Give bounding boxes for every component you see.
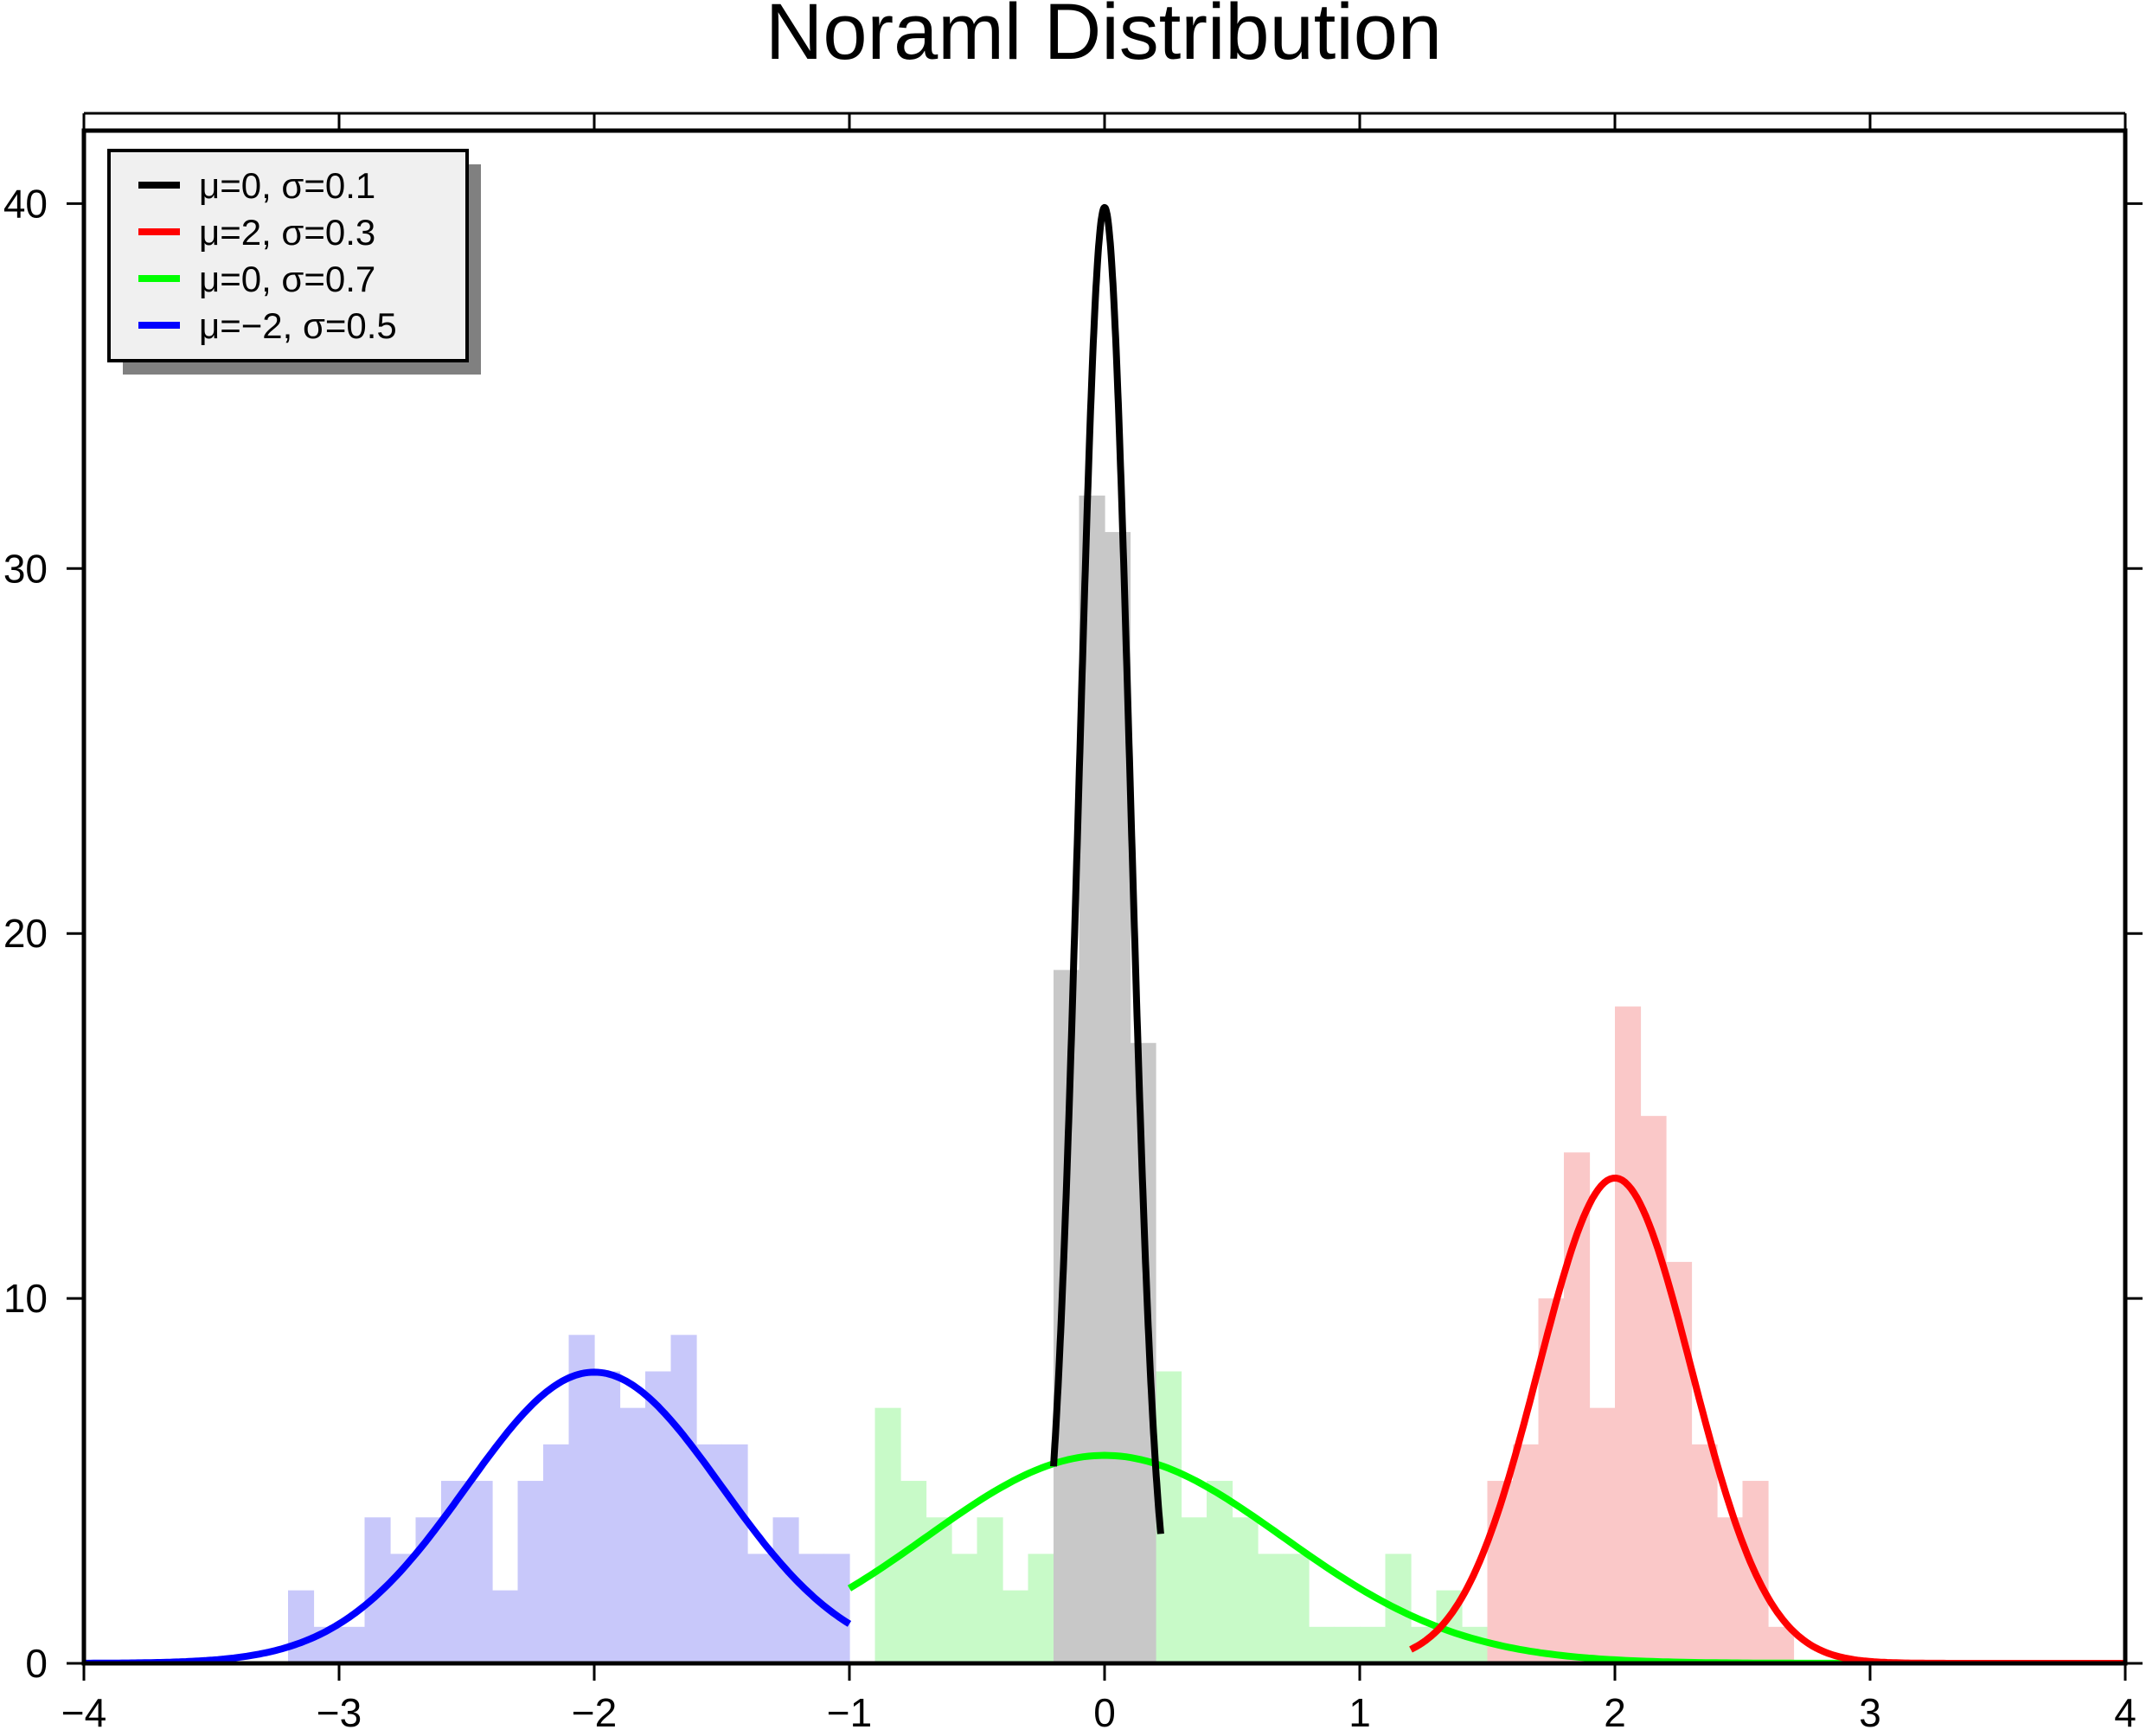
histogram-bar <box>977 1517 1003 1663</box>
histogram-bar <box>1258 1553 1284 1663</box>
histogram-bar <box>1691 1444 1718 1663</box>
pdf-curve <box>84 1368 852 1663</box>
histogram-bar <box>1589 1407 1616 1663</box>
y-tick-label: 0 <box>25 1641 48 1686</box>
histogram-bar <box>874 1407 901 1663</box>
legend-label: μ=0, σ=0.1 <box>199 165 375 206</box>
x-tick-label: 1 <box>1348 1690 1371 1732</box>
histogram-bar <box>951 1553 978 1663</box>
histogram-bar <box>1054 970 1080 1663</box>
histogram-bar <box>772 1517 799 1663</box>
x-tick-label: 0 <box>1093 1690 1116 1732</box>
histogram-bar <box>1207 1481 1233 1663</box>
y-tick-label: 30 <box>3 546 48 591</box>
histogram-bar <box>466 1481 493 1663</box>
histogram-bar <box>1513 1444 1540 1663</box>
pdf-curve <box>847 1451 2125 1663</box>
x-tick-label: 4 <box>2114 1690 2136 1732</box>
histogram-bar <box>1283 1553 1310 1663</box>
histogram-bar <box>568 1335 595 1663</box>
histogram-bar <box>926 1517 952 1663</box>
histogram-bar <box>747 1553 774 1663</box>
histogram-bar <box>1334 1626 1361 1663</box>
x-tick-label: 2 <box>1604 1690 1626 1732</box>
histogram-bar <box>492 1590 519 1663</box>
histogram-bar <box>517 1481 544 1663</box>
chart-title: Noraml Distribution <box>766 0 1442 76</box>
histogram-bar <box>900 1481 927 1663</box>
histogram-bar <box>1768 1626 1795 1663</box>
histogram-bar <box>721 1444 748 1663</box>
pdf-curve <box>1050 203 1164 1534</box>
pdf-curve-layer <box>84 203 2125 1663</box>
histogram-bar <box>1615 1006 1642 1663</box>
legend-label: μ=−2, σ=0.5 <box>199 305 397 346</box>
pdf-curve <box>1409 1175 2125 1663</box>
y-tick-label: 40 <box>3 181 48 226</box>
legend-label: μ=2, σ=0.3 <box>199 212 375 253</box>
histogram-bar <box>1181 1517 1208 1663</box>
legend: μ=0, σ=0.1 μ=2, σ=0.3 μ=0, σ=0.7 μ=−2, σ=0.… <box>107 149 481 375</box>
histogram-bar <box>1462 1626 1489 1663</box>
x-tick-label: −4 <box>61 1690 106 1732</box>
histogram-bar <box>798 1553 825 1663</box>
histogram-bar <box>1309 1626 1336 1663</box>
histogram-bar <box>1360 1626 1387 1663</box>
histogram-bar <box>619 1407 646 1663</box>
x-tick-label: 3 <box>1859 1690 1881 1732</box>
histogram-bar <box>288 1590 315 1663</box>
x-tick-label: −3 <box>317 1690 362 1732</box>
histogram-bar <box>594 1371 621 1663</box>
x-tick-label: −2 <box>572 1690 617 1732</box>
histogram-bar <box>1003 1590 1029 1663</box>
histogram-bar <box>1232 1517 1259 1663</box>
histogram-layer <box>288 495 1795 1663</box>
histogram-bar <box>1640 1116 1667 1663</box>
histogram-bar <box>670 1335 697 1663</box>
legend-label: μ=0, σ=0.7 <box>199 259 375 299</box>
histogram-bar <box>543 1444 570 1663</box>
histogram-bar <box>339 1626 366 1663</box>
y-tick-label: 20 <box>3 911 48 956</box>
histogram-bar <box>1028 1553 1054 1663</box>
y-tick-label: 10 <box>3 1276 48 1321</box>
x-tick-label: −1 <box>827 1690 872 1732</box>
